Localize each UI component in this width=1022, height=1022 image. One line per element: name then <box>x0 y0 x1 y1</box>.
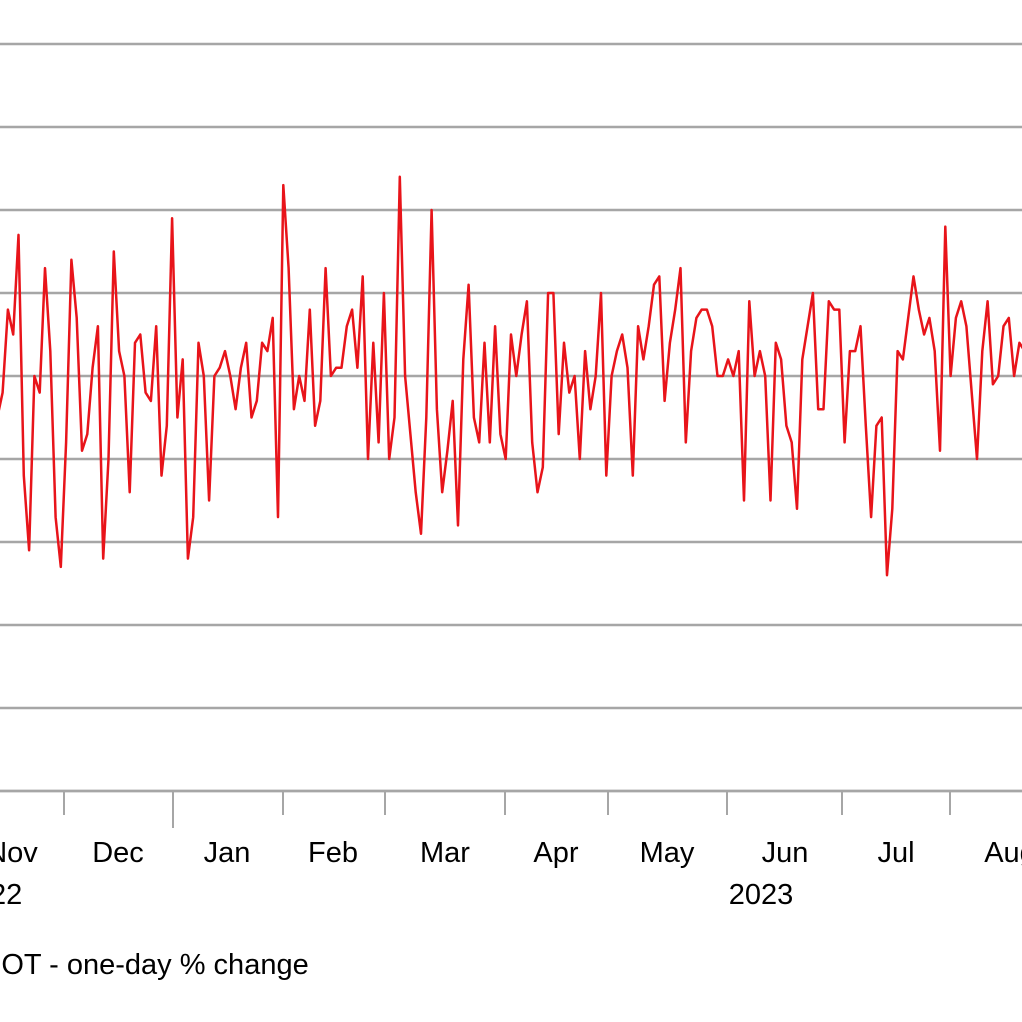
month-tick-label: Nov <box>0 837 38 869</box>
month-tick-label: Apr <box>533 837 578 869</box>
month-tick-label: Mar <box>420 837 470 869</box>
month-tick-label: Dec <box>92 837 144 869</box>
plot-area <box>0 175 1022 577</box>
month-tick-label: Jan <box>204 837 251 869</box>
month-tick-label: May <box>640 837 695 869</box>
legend-label: POT - one-day % change <box>0 949 309 981</box>
gridlines <box>0 42 1022 793</box>
year-tick-label: 2023 <box>729 879 794 911</box>
month-tick-label: Feb <box>308 837 358 869</box>
month-tick-labels: Nov Dec Jan Feb Mar Apr May Jun Jul Aug <box>0 837 1022 869</box>
series-line-pot <box>0 175 1022 577</box>
month-tick-label: Jul <box>877 837 914 869</box>
month-tick-label: Jun <box>762 837 809 869</box>
month-tick-label: Aug <box>984 837 1022 869</box>
year-tick-label: 2022 <box>0 879 22 911</box>
x-axis-ticks <box>63 791 951 828</box>
year-tick-labels: 2022 2023 <box>0 879 793 911</box>
